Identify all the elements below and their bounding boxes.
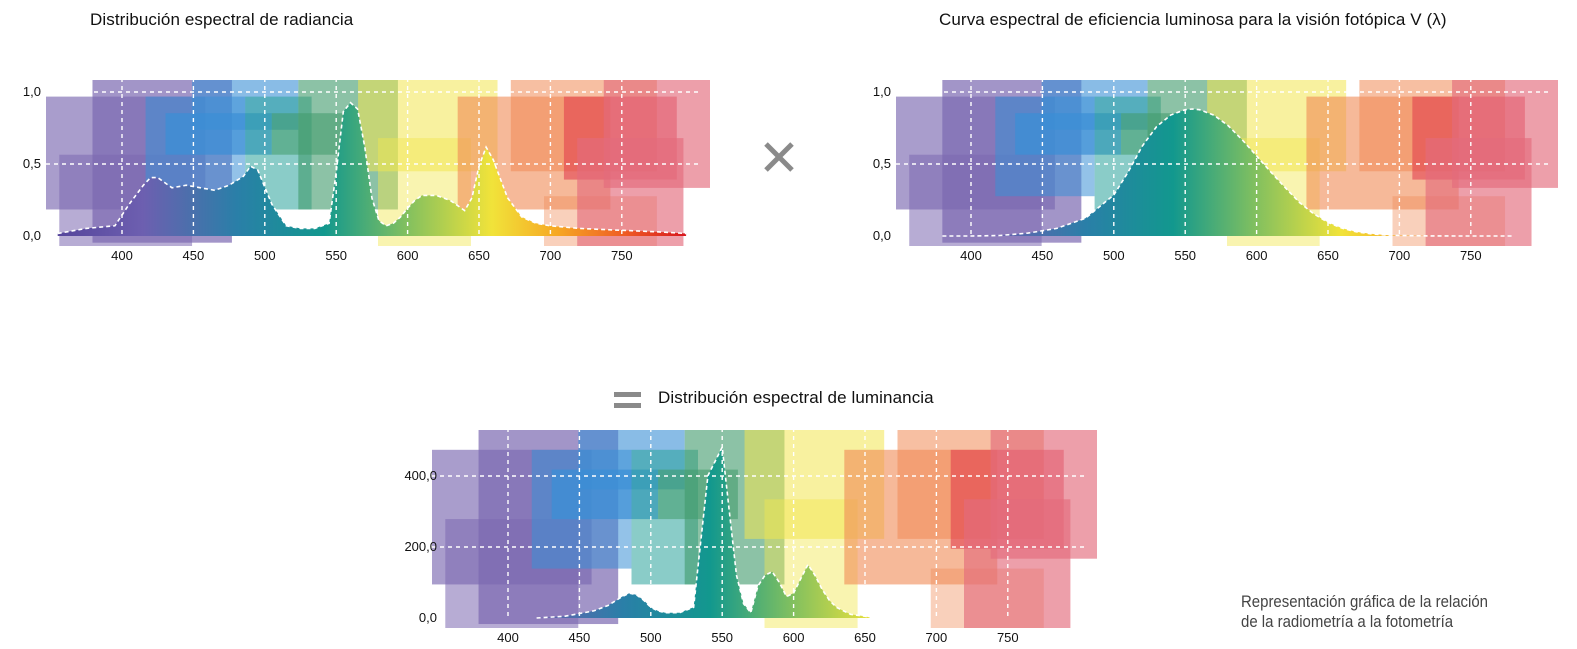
- x-tick-label: 750: [997, 630, 1019, 645]
- multiply-icon: [762, 140, 796, 174]
- spectrum-area: [942, 109, 1514, 236]
- x-tick-label: 550: [1174, 248, 1196, 263]
- x-tick-label: 600: [783, 630, 805, 645]
- x-tick-label: 650: [468, 248, 490, 263]
- y-tick-label: 400,0: [404, 468, 437, 483]
- efficiency-title: Curva espectral de eficiencia luminosa p…: [939, 10, 1447, 29]
- caption-line-2: de la radiometría a la fotometría: [1241, 612, 1454, 631]
- luminance-chart: 400 450 500 550 600 650 700 750 0,0 200,0 400,0: [404, 420, 1097, 645]
- radiance-chart: 400 450 500 550 600 650 700 750 0,0 0,5 1,0: [23, 70, 710, 263]
- x-tick-label: 700: [926, 630, 948, 645]
- y-tick-label: 200,0: [404, 539, 437, 554]
- x-tick-label: 750: [611, 248, 633, 263]
- x-tick-label: 600: [1246, 248, 1268, 263]
- spectrum-area: [536, 447, 873, 618]
- spectrum-curve: [57, 101, 687, 235]
- x-tick-label: 550: [711, 630, 733, 645]
- x-tick-label: 400: [111, 248, 133, 263]
- y-tick-label: 0,5: [873, 156, 891, 171]
- x-tick-label: 500: [640, 630, 662, 645]
- spectrum-block: [577, 138, 684, 246]
- color-blocks: [432, 430, 1097, 628]
- y-tick-label: 0,0: [419, 610, 437, 625]
- x-tick-label: 400: [960, 248, 982, 263]
- spectrum-block: [271, 113, 352, 155]
- x-tick-label: 550: [325, 248, 347, 263]
- y-tick-label: 0,5: [23, 156, 41, 171]
- y-tick-label: 0,0: [873, 228, 891, 243]
- x-tick-label: 400: [497, 630, 519, 645]
- x-tick-label: 700: [1389, 248, 1411, 263]
- caption: Representación gráfica de la relación de…: [1241, 592, 1488, 632]
- y-tick-label: 1,0: [873, 84, 891, 99]
- x-tick-label: 750: [1460, 248, 1482, 263]
- spectrum-area: [57, 102, 687, 236]
- y-tick-label: 1,0: [23, 84, 41, 99]
- x-tick-label: 450: [1032, 248, 1054, 263]
- luminance-title: Distribución espectral de luminancia: [658, 388, 934, 407]
- x-tick-label: 450: [569, 630, 591, 645]
- y-tick-label: 0,0: [23, 228, 41, 243]
- caption-line-1: Representación gráfica de la relación: [1241, 592, 1488, 611]
- x-tick-label: 700: [540, 248, 562, 263]
- x-tick-label: 650: [854, 630, 876, 645]
- x-tick-label: 500: [254, 248, 276, 263]
- spectrum-curve: [536, 444, 873, 619]
- radiance-title: Distribución espectral de radiancia: [90, 10, 354, 29]
- efficiency-chart: 400 450 500 550 600 650 700 750 0,0 0,5 1,0: [873, 70, 1558, 263]
- spectrum-block: [1425, 138, 1532, 246]
- x-tick-label: 650: [1317, 248, 1339, 263]
- x-tick-label: 450: [183, 248, 205, 263]
- spectrum-curve: [942, 108, 1514, 237]
- equals-icon: [614, 390, 642, 412]
- x-tick-label: 500: [1103, 248, 1125, 263]
- x-tick-label: 600: [397, 248, 419, 263]
- spectrum-block: [964, 499, 1071, 628]
